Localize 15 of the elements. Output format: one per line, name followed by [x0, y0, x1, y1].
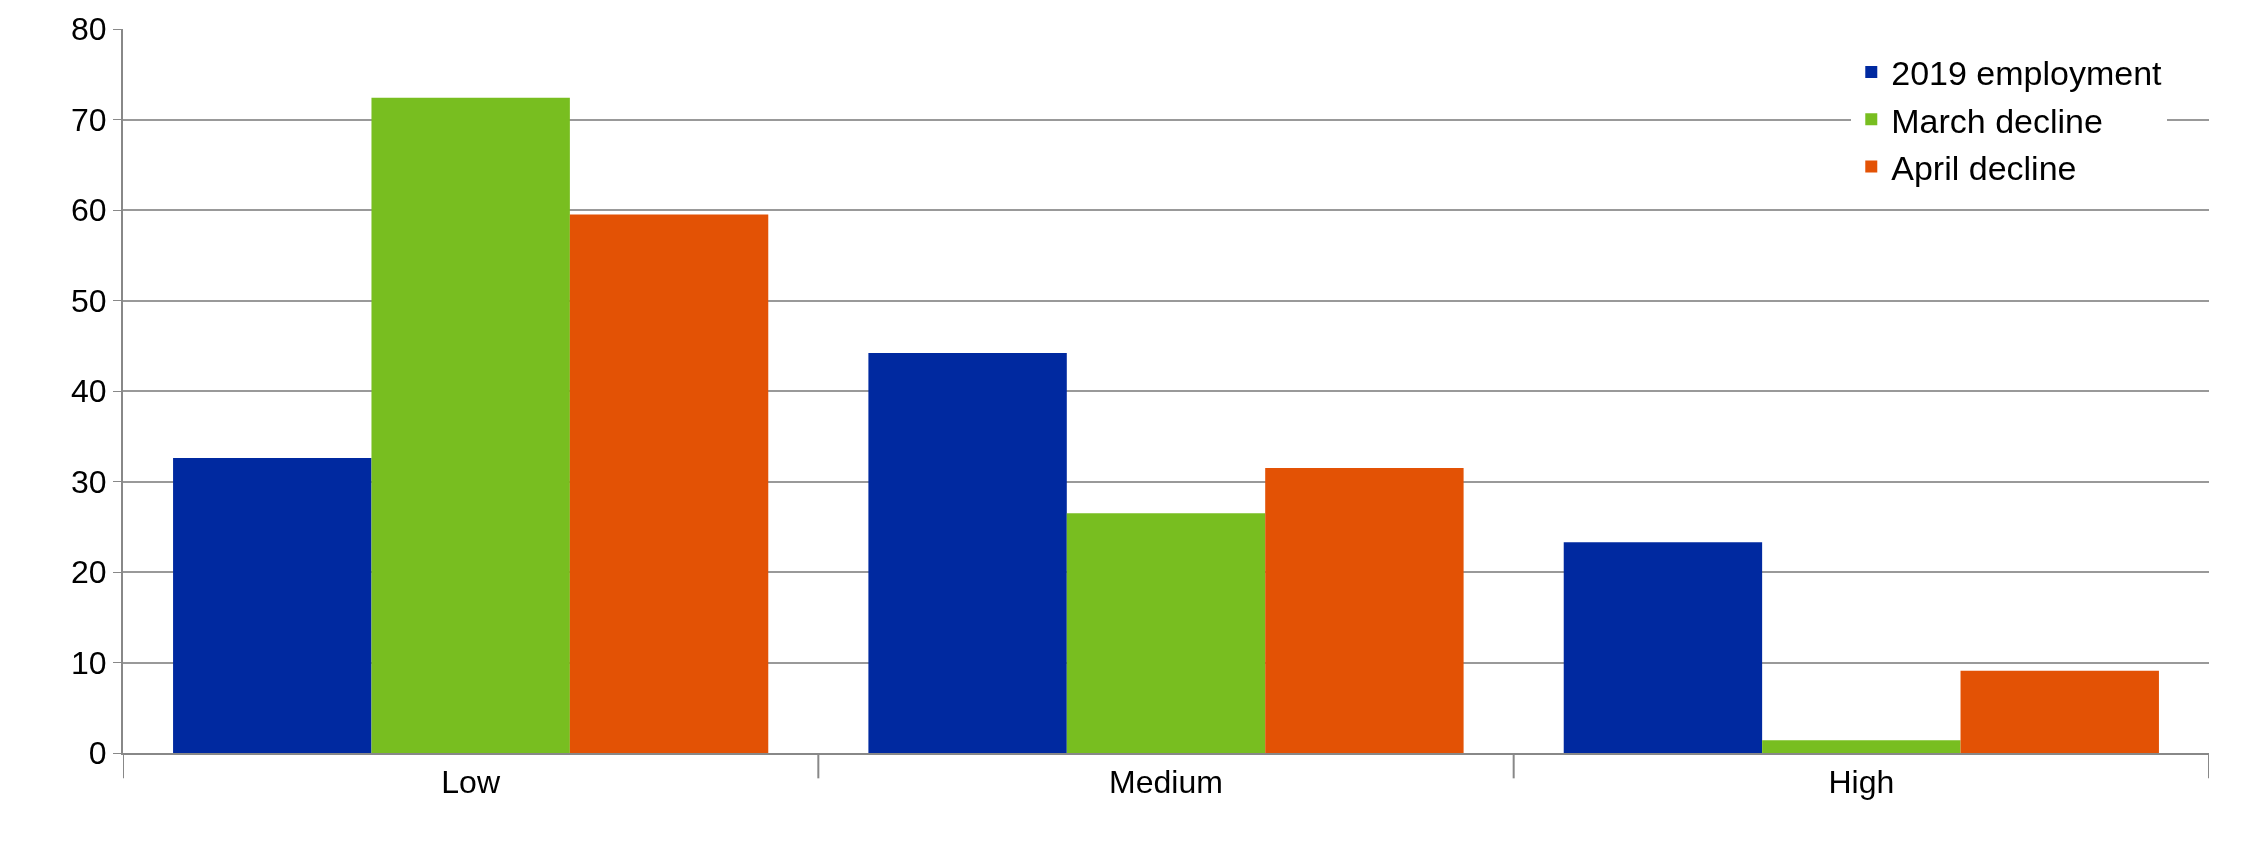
y-tick-label: 80 [71, 11, 107, 48]
legend-label: 2019 employment [1891, 54, 2163, 93]
y-tick-label: 30 [71, 463, 107, 500]
y-tick-label: 0 [88, 735, 107, 772]
legend-label: April decline [1891, 148, 2077, 187]
y-tick-label: 60 [71, 192, 107, 229]
x-tick-label: Low [441, 764, 501, 801]
y-tick-label: 10 [71, 644, 107, 681]
x-tick-label: Medium [1109, 764, 1223, 801]
y-tick-label: 40 [71, 373, 107, 410]
y-tick-label: 50 [71, 282, 107, 319]
y-tick-label: 20 [71, 554, 107, 591]
legend-label: March decline [1891, 101, 2103, 140]
y-tick-label: 70 [71, 101, 107, 138]
x-tick-label: High [1828, 764, 1895, 801]
